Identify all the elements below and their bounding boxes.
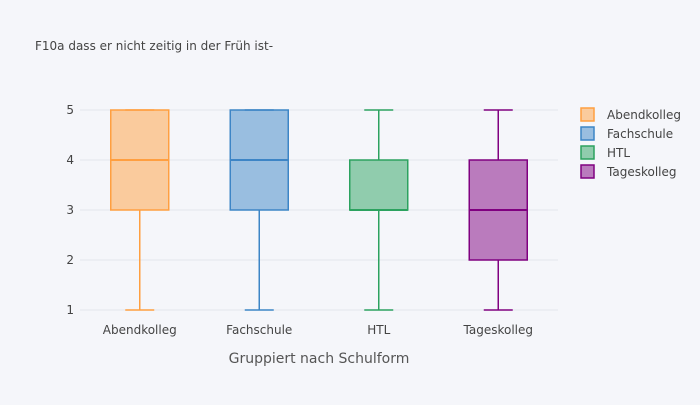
y-tick-label: 1: [66, 303, 74, 317]
boxes-layer: [110, 109, 528, 311]
box-tageskolleg[interactable]: [468, 109, 528, 311]
x-tick-label: HTL: [367, 323, 390, 337]
x-tick-label: Abendkolleg: [103, 323, 177, 337]
legend-item-tageskolleg[interactable]: Tageskolleg: [580, 164, 676, 179]
legend-swatch: [580, 145, 595, 160]
y-tick-label: 4: [66, 153, 74, 167]
legend-label: HTL: [607, 146, 630, 160]
x-tick-label: Fachschule: [226, 323, 292, 337]
box-htl[interactable]: [349, 109, 409, 311]
legend-item-abendkolleg[interactable]: Abendkolleg: [580, 107, 681, 122]
iqr-box: [349, 159, 409, 211]
x-tick-label: Tageskolleg: [463, 323, 533, 337]
legend-swatch: [580, 164, 595, 179]
box-fachschule[interactable]: [229, 109, 289, 311]
legend[interactable]: Abendkolleg Fachschule HTL Tageskolleg: [580, 107, 681, 179]
legend-swatch: [580, 107, 595, 122]
y-tick-label: 3: [66, 203, 74, 217]
x-axis-title: Gruppiert nach Schulform: [229, 351, 410, 367]
legend-label: Fachschule: [607, 127, 673, 141]
y-tick-label: 2: [66, 253, 74, 267]
x-axis-ticks: Abendkolleg Fachschule HTL Tageskolleg: [103, 323, 533, 337]
y-tick-label: 5: [66, 103, 74, 117]
chart-title: F10a dass er nicht zeitig in der Früh is…: [35, 39, 273, 53]
legend-swatch: [580, 126, 595, 141]
y-axis-ticks: 1 2 3 4 5: [66, 103, 74, 317]
legend-label: Tageskolleg: [606, 165, 676, 179]
legend-item-fachschule[interactable]: Fachschule: [580, 126, 673, 141]
legend-item-htl[interactable]: HTL: [580, 145, 630, 160]
box-abendkolleg[interactable]: [110, 109, 170, 311]
legend-label: Abendkolleg: [607, 108, 681, 122]
